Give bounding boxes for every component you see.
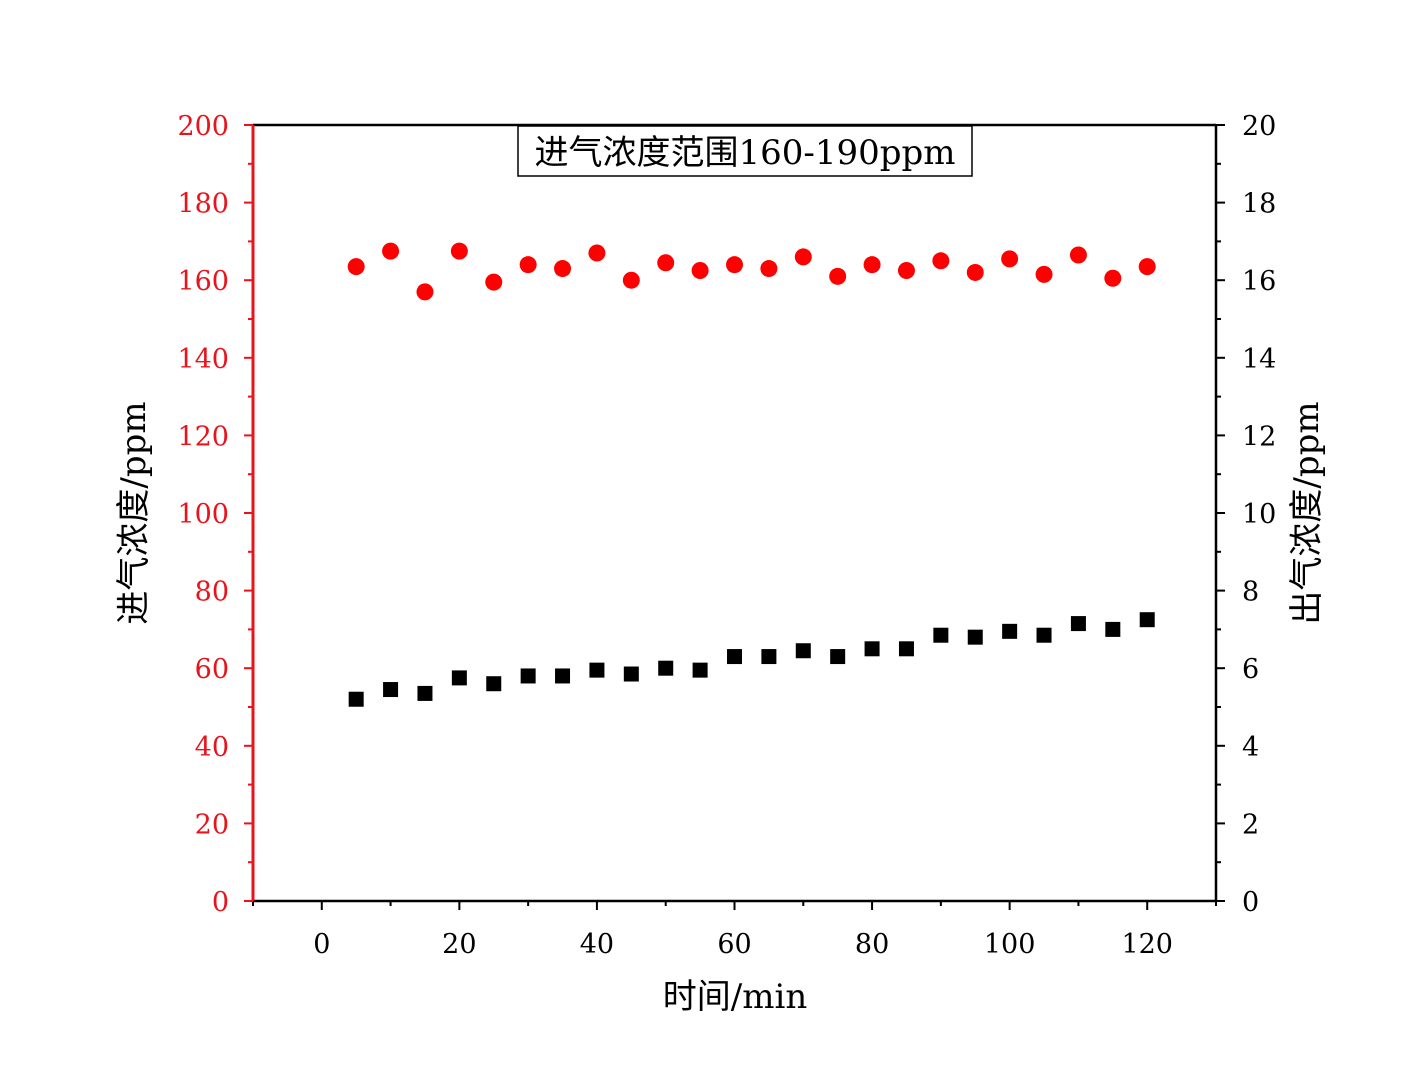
inlet-concentration-point xyxy=(760,260,778,278)
inlet-concentration-point xyxy=(932,252,950,270)
outlet-concentration-point xyxy=(1070,616,1086,632)
right-y-tick-label: 10 xyxy=(1242,499,1276,530)
left-y-tick-label: 120 xyxy=(177,421,229,452)
x-tick-label: 80 xyxy=(855,929,889,960)
left-y-tick-label: 200 xyxy=(177,111,229,142)
x-axis-title: 时间/min xyxy=(663,977,807,1017)
inlet-concentration-point xyxy=(416,283,434,301)
outlet-concentration-point xyxy=(658,660,674,676)
left-y-tick-label: 20 xyxy=(195,809,229,840)
outlet-concentration-point xyxy=(727,649,742,665)
outlet-concentration-point xyxy=(933,627,949,643)
outlet-concentration-point xyxy=(383,682,399,698)
right-y-tick-label: 16 xyxy=(1242,266,1276,297)
outlet-concentration-point xyxy=(795,643,811,659)
chart-title-box xyxy=(517,125,973,177)
inlet-concentration-point xyxy=(897,262,915,279)
inlet-concentration-point xyxy=(794,248,812,266)
outlet-concentration-point xyxy=(1002,623,1018,639)
outlet-concentration-point xyxy=(451,670,467,686)
x-tick-label: 100 xyxy=(984,929,1036,960)
x-tick-label: 20 xyxy=(442,929,476,960)
left-y-tick-label: 180 xyxy=(177,189,229,220)
right-y-axis-title: 出气浓度/ppm xyxy=(1287,401,1327,624)
outlet-concentration-point xyxy=(761,649,777,665)
left-y-tick-label: 160 xyxy=(177,266,229,297)
outlet-concentration-point xyxy=(520,668,536,684)
axes: 0 20 40 60 80 100 1200204060801001201401601802… xyxy=(177,111,1276,960)
left-y-axis-title: 进气浓度/ppm xyxy=(114,401,154,624)
outlet-concentration-point xyxy=(417,685,433,701)
right-y-tick-label: 20 xyxy=(1242,111,1276,142)
x-tick-label: 60 xyxy=(717,929,751,960)
inlet-concentration-point xyxy=(863,256,881,274)
inlet-concentration-point xyxy=(657,254,675,272)
outlet-concentration-point xyxy=(1105,621,1121,637)
inlet-concentration-point xyxy=(1069,246,1087,264)
inlet-concentration-point xyxy=(726,256,743,274)
chart-title-group: 进气浓度范围160-190ppm xyxy=(517,125,973,177)
right-y-tick-label: 2 xyxy=(1242,809,1259,840)
inlet-concentration-point xyxy=(1035,265,1053,283)
outlet-concentration-point xyxy=(589,662,605,678)
x-tick-label: 40 xyxy=(580,929,614,960)
outlet-concentration-point xyxy=(555,668,571,684)
inlet-concentration-point xyxy=(382,242,400,260)
inlet-concentration-point xyxy=(1001,250,1019,268)
left-y-tick-label: 80 xyxy=(195,577,229,608)
inlet-concentration-point xyxy=(829,267,847,285)
inlet-concentration-point xyxy=(1138,258,1156,276)
inlet-concentration-point xyxy=(691,262,709,279)
x-tick-label: 120 xyxy=(1121,929,1173,960)
outlet-concentration-point xyxy=(692,662,708,678)
left-y-tick-label: 60 xyxy=(195,654,229,685)
inlet-concentration-point xyxy=(554,260,572,278)
left-y-tick-label: 40 xyxy=(195,732,229,763)
right-y-tick-label: 6 xyxy=(1242,654,1259,685)
inlet-concentration-point xyxy=(622,271,640,289)
inlet-concentration-point xyxy=(450,242,468,260)
data-marks xyxy=(347,242,1156,707)
inlet-concentration-point xyxy=(1104,269,1122,287)
right-y-tick-label: 18 xyxy=(1242,189,1276,220)
outlet-concentration-point xyxy=(623,666,639,682)
left-y-tick-label: 140 xyxy=(177,344,229,375)
outlet-concentration-point xyxy=(830,649,846,665)
right-y-tick-label: 14 xyxy=(1242,344,1276,375)
right-y-tick-label: 12 xyxy=(1242,421,1276,452)
inlet-concentration-point xyxy=(588,244,606,262)
inlet-concentration-point xyxy=(485,273,503,291)
left-y-tick-label: 0 xyxy=(212,887,229,918)
outlet-concentration-point xyxy=(967,629,983,645)
chart-title: 进气浓度范围160-190ppm xyxy=(534,133,955,173)
inlet-concentration-point xyxy=(966,263,984,281)
inlet-concentration-point xyxy=(519,256,537,274)
outlet-concentration-point xyxy=(898,641,914,657)
outlet-concentration-point xyxy=(348,691,364,707)
right-y-tick-label: 8 xyxy=(1242,577,1259,608)
outlet-concentration-point xyxy=(1139,612,1155,628)
outlet-concentration-point xyxy=(486,676,502,692)
outlet-concentration-point xyxy=(1036,627,1052,643)
right-y-tick-label: 0 xyxy=(1242,887,1259,918)
x-tick-label: 0 xyxy=(313,929,330,960)
right-y-tick-label: 4 xyxy=(1242,732,1259,763)
left-y-tick-label: 100 xyxy=(177,499,229,530)
inlet-concentration-point xyxy=(347,258,365,276)
outlet-concentration-point xyxy=(864,641,880,657)
